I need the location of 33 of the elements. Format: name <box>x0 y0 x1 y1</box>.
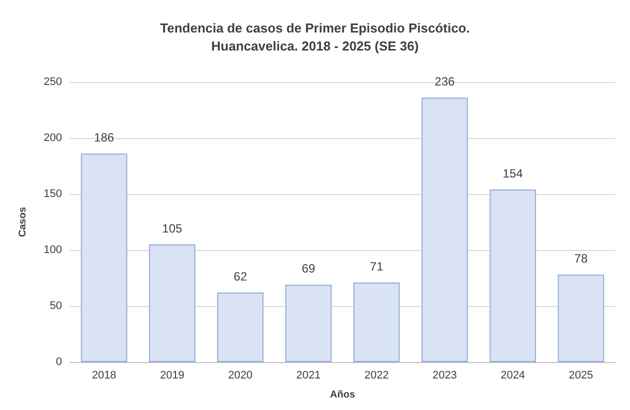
x-tick-label: 2025 <box>568 370 594 382</box>
x-tick-label: 2020 <box>228 370 253 382</box>
y-tick-label: 200 <box>44 132 62 144</box>
bar <box>422 98 468 362</box>
x-tick-label: 2022 <box>364 370 389 382</box>
bar <box>217 292 264 362</box>
x-axis-title: Años <box>330 390 356 400</box>
x-tick-label: 2021 <box>296 370 321 382</box>
y-tick-label: 100 <box>44 244 62 256</box>
data-label: 71 <box>370 259 384 274</box>
data-label: 154 <box>502 166 524 181</box>
bar <box>558 274 604 362</box>
data-label: 62 <box>234 270 248 284</box>
data-label: 186 <box>94 130 114 145</box>
x-tick-label: 2018 <box>92 370 116 382</box>
y-tick-label: 50 <box>50 300 62 312</box>
bar <box>285 284 332 362</box>
y-tick-label: 0 <box>56 356 62 368</box>
x-tick-label: 2023 <box>432 370 457 382</box>
data-label: 78 <box>574 252 588 266</box>
data-label: 69 <box>302 262 316 276</box>
data-label: 105 <box>162 221 183 236</box>
bar <box>353 282 400 362</box>
y-tick-label: 250 <box>44 76 62 88</box>
y-axis-title: Casos <box>18 206 28 238</box>
bar <box>490 190 536 362</box>
x-tick-label: 2024 <box>500 370 526 382</box>
x-tick-label: 2019 <box>160 370 184 382</box>
data-label: 236 <box>434 74 456 89</box>
bar <box>149 244 196 362</box>
bar <box>80 154 128 362</box>
chart-title: Tendencia de casos de Primer Episodio Piscótico. Huancavelica. 2018 - 2025 (SE 36) <box>160 20 470 54</box>
y-tick-label: 150 <box>44 188 62 200</box>
